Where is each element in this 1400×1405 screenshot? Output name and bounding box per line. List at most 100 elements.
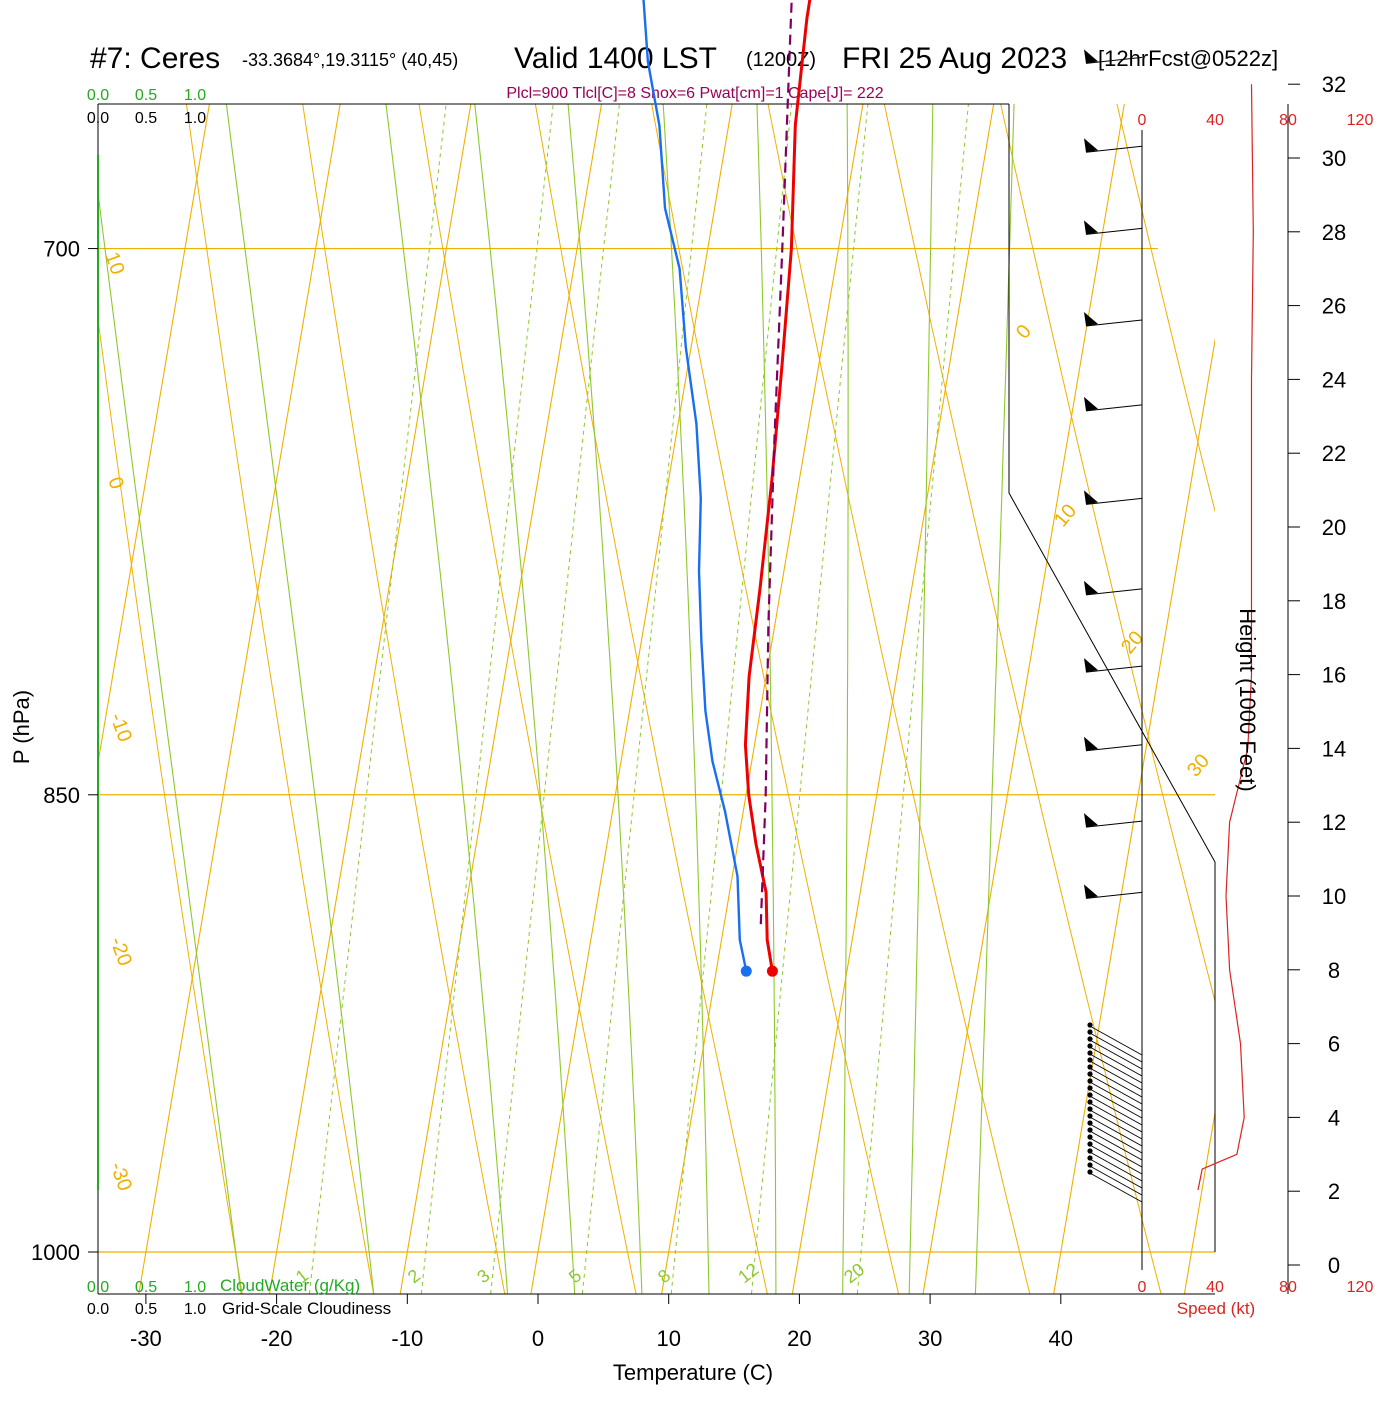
wind-barb-calm bbox=[1087, 1141, 1093, 1147]
wind-barb-calm bbox=[1087, 1064, 1093, 1070]
wind-barb-calm bbox=[1087, 1148, 1093, 1154]
wind-barb-calm bbox=[1087, 1169, 1093, 1175]
height-tick-label: 18 bbox=[1322, 589, 1346, 614]
wind-barb-calm bbox=[1087, 1120, 1093, 1126]
wind-barb-low bbox=[1087, 1078, 1143, 1112]
mixing-ratio-line bbox=[308, 104, 447, 1294]
wind-barb-calm bbox=[1087, 1113, 1093, 1119]
frame-right bbox=[1008, 104, 1216, 1252]
wind-barb-calm bbox=[1087, 1057, 1093, 1063]
frame-layer bbox=[97, 103, 1289, 1295]
wind-barb-calm bbox=[1087, 1127, 1093, 1133]
wind-barb-shaft bbox=[1087, 1080, 1143, 1112]
wind-barb-low bbox=[1087, 1029, 1143, 1063]
cloud-scale-top: 0.0 0.5 1.0 0.0 0.5 1.0 bbox=[87, 87, 206, 127]
height-tick-label: 0 bbox=[1328, 1253, 1340, 1278]
cloudiness-tick-0-bottom: 0.0 bbox=[87, 1301, 109, 1318]
speed-tick-bottom-80: 80 bbox=[1279, 1279, 1297, 1296]
wind-barb-flag bbox=[1084, 884, 1098, 899]
wind-barb-flag bbox=[1084, 396, 1098, 411]
p-tick-label: 1000 bbox=[31, 1240, 80, 1265]
wind-barb-low bbox=[1087, 1155, 1143, 1189]
isotherm bbox=[1183, 1109, 1215, 1294]
cloudwater-tick-2: 1.0 bbox=[184, 87, 206, 104]
x-tick-label: 40 bbox=[1049, 1326, 1073, 1351]
y-axis-title: P (hPa) bbox=[9, 690, 34, 764]
wind-barb-calm bbox=[1087, 1029, 1093, 1035]
height-tick-label: 6 bbox=[1328, 1032, 1340, 1057]
wind-barb-low bbox=[1087, 1057, 1143, 1091]
wind-barb-low bbox=[1087, 1050, 1143, 1084]
dry-adiabat bbox=[651, 104, 900, 1294]
wind-barb-shaft bbox=[1085, 744, 1143, 752]
mixing-ratio-line bbox=[490, 104, 620, 1294]
isotherm bbox=[922, 104, 1125, 1294]
height-tick-label: 14 bbox=[1322, 736, 1346, 761]
speed-tick-bottom-120: 120 bbox=[1347, 1279, 1374, 1296]
isotherm bbox=[1053, 337, 1215, 1294]
valid-time: Valid 1400 LST bbox=[514, 42, 717, 75]
wind-barb-shaft bbox=[1085, 145, 1143, 153]
isotherm bbox=[138, 104, 341, 1294]
cloudiness-label: Grid-Scale Cloudiness bbox=[222, 1299, 391, 1318]
speed-tick-top-40: 40 bbox=[1206, 112, 1224, 129]
forecast-date: FRI 25 Aug 2023 bbox=[842, 42, 1067, 75]
wind-barb-shaft bbox=[1085, 820, 1143, 828]
isotherm-label: 30 bbox=[1183, 750, 1214, 781]
isotherm-label: -20 bbox=[105, 934, 136, 969]
dry-adiabat bbox=[185, 104, 375, 1294]
mixing-ratio-label: 12 bbox=[734, 1259, 762, 1287]
wind-barb-flag bbox=[1084, 138, 1098, 153]
isotherm-label: 20 bbox=[1117, 627, 1148, 658]
surface-dewpoint-dot bbox=[740, 965, 752, 977]
wind-barb-shaft bbox=[1087, 1059, 1143, 1091]
dry-adiabat bbox=[1000, 104, 1215, 1004]
isotherm bbox=[791, 104, 995, 1294]
cloudiness-tick-2-bottom: 1.0 bbox=[184, 1301, 206, 1318]
height-tick-label: 20 bbox=[1322, 515, 1346, 540]
height-tick-label: 10 bbox=[1322, 884, 1346, 909]
isotherm bbox=[0, 0, 564, 1389]
zulu-time: (1200Z) bbox=[746, 49, 816, 71]
wind-barb-calm bbox=[1087, 1036, 1093, 1042]
moist-adiabat bbox=[385, 104, 509, 1294]
isotherm bbox=[661, 104, 864, 1294]
moist-adiabat bbox=[756, 104, 777, 1294]
dry-adiabat bbox=[418, 104, 637, 1294]
wind-barb-calm bbox=[1087, 1106, 1093, 1112]
wind-barb bbox=[1084, 220, 1143, 235]
wind-barb bbox=[1084, 490, 1143, 505]
speed-tick-top-80: 80 bbox=[1279, 112, 1297, 129]
wind-barb-flag bbox=[1084, 813, 1098, 828]
mixing-ratio-line bbox=[750, 104, 869, 1294]
station-coords: -33.3684°,19.3115° (40,45) bbox=[242, 50, 458, 70]
wind-barb-calm bbox=[1087, 1155, 1093, 1161]
wind-speed-profile bbox=[1197, 84, 1254, 1191]
wind-barb-low bbox=[1087, 1162, 1143, 1196]
wind-barb-low bbox=[1087, 1113, 1143, 1147]
wind-barb-shaft bbox=[1085, 56, 1143, 64]
wind-barb-calm bbox=[1087, 1092, 1093, 1098]
cloudiness-tick-0: 0.0 bbox=[87, 110, 109, 127]
isotherm bbox=[399, 104, 603, 1294]
isotherm bbox=[268, 104, 472, 1294]
wind-barb-shaft bbox=[1087, 1115, 1143, 1147]
wind-barb-shaft bbox=[1087, 1094, 1143, 1126]
wind-barb-flag bbox=[1084, 736, 1098, 751]
x-tick-label: -20 bbox=[261, 1326, 293, 1351]
speed-tick-top-0: 0 bbox=[1138, 112, 1147, 129]
wind-barb-shaft bbox=[1085, 319, 1143, 327]
wind-barb-shaft bbox=[1085, 891, 1143, 899]
x-tick-label: 20 bbox=[787, 1326, 811, 1351]
temperature-line bbox=[743, 0, 812, 972]
mixing-ratio-line bbox=[670, 104, 793, 1294]
wind-barb-flag bbox=[1084, 580, 1098, 595]
wind-barb-low bbox=[1087, 1169, 1143, 1203]
moist-adiabat bbox=[567, 104, 643, 1294]
wind-barb-calm bbox=[1087, 1050, 1093, 1056]
dry-adiabat bbox=[1116, 104, 1215, 514]
height-tick-label: 4 bbox=[1328, 1105, 1340, 1130]
isotherm bbox=[98, 104, 210, 766]
cloudwater-tick-2-bottom: 1.0 bbox=[184, 1279, 206, 1296]
wind-barb-shaft bbox=[1085, 227, 1143, 235]
